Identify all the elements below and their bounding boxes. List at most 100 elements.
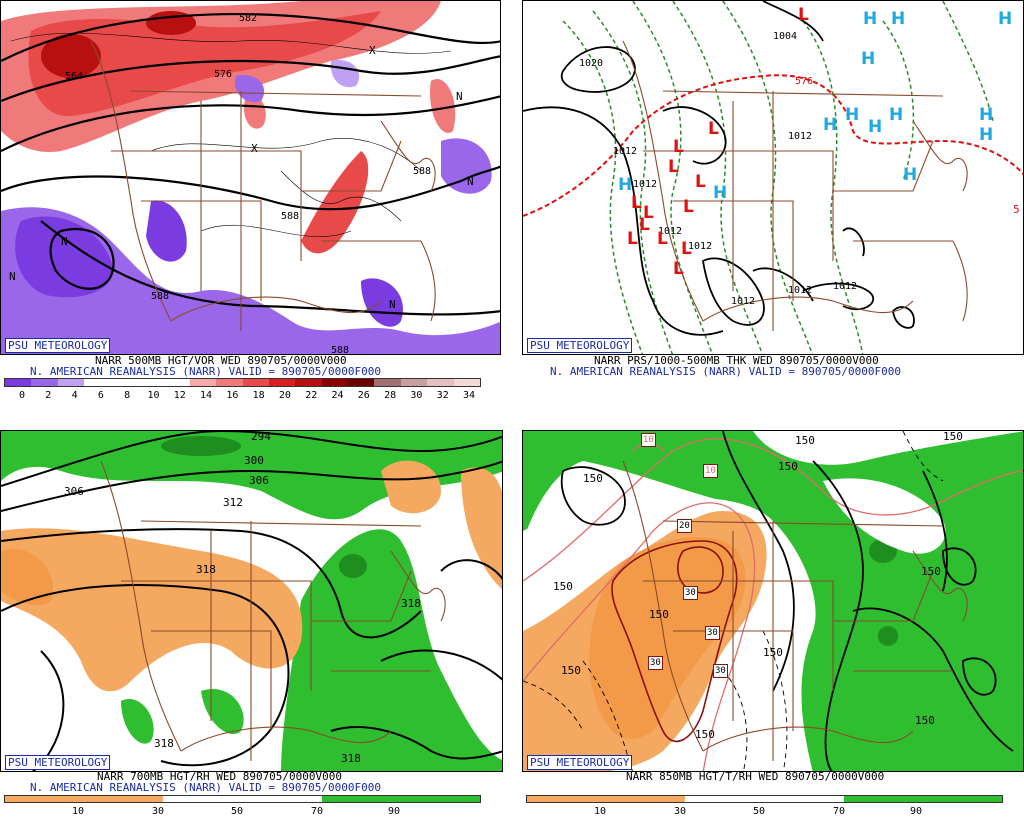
height-label-150: 150 — [943, 430, 963, 443]
isobar-label-1012: 1012 — [788, 285, 813, 296]
colorbar-swatch — [31, 379, 58, 386]
colorbar-tick-label: 30 — [151, 806, 165, 817]
height-label-150: 150 — [915, 714, 935, 727]
colorbar-tick-label: 2 — [45, 390, 52, 401]
low-pressure-symbol: L — [639, 215, 650, 235]
colorbar-tick-label: 10 — [593, 806, 607, 817]
colorbar-swatch — [295, 379, 322, 386]
colorbar-tick-label: 10 — [147, 390, 160, 401]
high-pressure-symbol: H — [979, 105, 994, 125]
colorbar-tick-label: 90 — [387, 806, 401, 817]
high-pressure-symbol: H — [903, 165, 918, 185]
map-sfc-pressure-svg — [523, 1, 1023, 354]
vort-min-label: N — [467, 175, 474, 188]
contour-label-564: 564 — [65, 71, 84, 82]
isobar-label-1004: 1004 — [773, 31, 798, 42]
panel-title-line: NARR 500MB HGT/VOR WED 890705/0000V000 — [95, 354, 347, 367]
temperature-label: 20 — [677, 519, 692, 533]
low-pressure-symbol: L — [798, 5, 809, 25]
panel-850mb: 150 150 150 150 150 150 150 150 150 150 … — [522, 430, 1024, 819]
rh-colorbar-dry — [527, 796, 686, 802]
rh-colorbar-dry — [5, 796, 164, 802]
psu-meteorology-badge: PSU METEOROLOGY — [527, 338, 633, 353]
high-pressure-symbol: H — [861, 49, 876, 69]
isobar-label-1020: 1020 — [579, 58, 604, 69]
low-pressure-symbol: L — [673, 137, 684, 157]
temperature-label: 30 — [683, 586, 698, 600]
colorbar-swatch — [57, 379, 85, 386]
colorbar-tick-label: 50 — [230, 806, 244, 817]
vort-max-label: X — [369, 44, 376, 57]
high-pressure-symbol: H — [823, 115, 838, 135]
colorbar-tick-label: 18 — [252, 390, 265, 401]
colorbar-swatch — [321, 379, 349, 386]
colorbar-tick-label: 10 — [71, 806, 85, 817]
panel-valid-line: N. AMERICAN REANALYSIS (NARR) VALID = 89… — [550, 365, 901, 378]
rh-colorbar — [4, 795, 481, 803]
colorbar-tick-label: 16 — [226, 390, 239, 401]
colorbar-swatch — [163, 379, 190, 386]
colorbar-swatch — [400, 379, 428, 386]
rh-colorbar-neutral — [685, 796, 844, 802]
map-500mb: 582 564 576 588 588 588 588 N N N N N X … — [0, 0, 501, 355]
colorbar-tick-label: 20 — [278, 390, 291, 401]
panel-700mb: 294 300 306 306 312 318 318 318 318 PSU … — [0, 430, 505, 819]
colorbar-tick-label: 0 — [18, 390, 26, 401]
map-sfc-pressure: 1020 1004 1012 1012 1012 1012 1012 1012 … — [522, 0, 1024, 355]
low-pressure-symbol: L — [695, 172, 706, 192]
high-pressure-symbol: H — [618, 175, 633, 195]
height-label-150: 150 — [795, 434, 815, 447]
temperature-label: 30 — [705, 626, 720, 640]
contour-label-582: 582 — [239, 13, 258, 24]
high-pressure-symbol: H — [868, 117, 883, 137]
vorticity-colorbar — [4, 378, 481, 387]
height-label-150: 150 — [649, 608, 669, 621]
thickness-label-edge: 5 — [1013, 203, 1020, 216]
low-pressure-symbol: L — [668, 157, 679, 177]
colorbar-swatch — [216, 379, 243, 386]
high-pressure-symbol: H — [889, 105, 904, 125]
height-label-318: 318 — [341, 752, 361, 765]
high-pressure-symbol: H — [979, 125, 994, 145]
map-850mb-svg — [523, 431, 1023, 771]
colorbar-tick-label: 90 — [909, 806, 923, 817]
high-pressure-symbol: H — [713, 183, 728, 203]
temperature-label: 10 — [641, 433, 656, 447]
colorbar-tick-label: 30 — [410, 390, 423, 401]
colorbar-tick-label: 12 — [173, 390, 186, 401]
isobar-label-1012: 1012 — [658, 226, 683, 237]
colorbar-tick-label: 6 — [97, 390, 104, 401]
height-label-306: 306 — [249, 474, 269, 487]
colorbar-tick-label: 26 — [357, 390, 370, 401]
low-pressure-symbol: L — [627, 229, 638, 249]
panel-title-line: NARR 700MB HGT/RH WED 890705/0000V000 — [97, 770, 343, 783]
vort-min-label: N — [456, 90, 463, 103]
isobar-label-1012: 1012 — [788, 131, 813, 142]
low-pressure-symbol: L — [681, 239, 692, 259]
high-pressure-symbol: H — [845, 105, 860, 125]
psu-meteorology-badge: PSU METEOROLOGY — [527, 755, 633, 770]
contour-label-588: 588 — [151, 291, 170, 302]
panel-valid-line: N. AMERICAN REANALYSIS (NARR) VALID = 89… — [30, 781, 381, 794]
colorbar-tick-label: 30 — [673, 806, 687, 817]
isobar-label-1012: 1012 — [613, 146, 638, 157]
height-label-306: 306 — [64, 485, 84, 498]
temperature-label: 30 — [713, 664, 728, 678]
height-label-150: 150 — [778, 460, 798, 473]
colorbar-tick-label: 70 — [310, 806, 324, 817]
colorbar-swatch — [84, 379, 111, 386]
colorbar-tick-label: 28 — [384, 390, 397, 401]
contour-label-588: 588 — [331, 345, 350, 355]
thickness-label-576: 576 — [795, 76, 814, 87]
colorbar-tick-label: 70 — [832, 806, 846, 817]
colorbar-tick-label: 4 — [71, 390, 78, 401]
vort-min-label: N — [389, 298, 396, 311]
colorbar-tick-label: 32 — [436, 390, 449, 401]
map-850mb: 150 150 150 150 150 150 150 150 150 150 … — [522, 430, 1024, 772]
map-700mb: 294 300 306 306 312 318 318 318 318 PSU … — [0, 430, 503, 772]
rh-colorbar-moist — [843, 796, 1002, 802]
contour-label-588: 588 — [413, 166, 432, 177]
height-label-150: 150 — [583, 472, 603, 485]
map-700mb-svg — [1, 431, 502, 771]
psu-meteorology-badge: PSU METEOROLOGY — [5, 338, 111, 353]
